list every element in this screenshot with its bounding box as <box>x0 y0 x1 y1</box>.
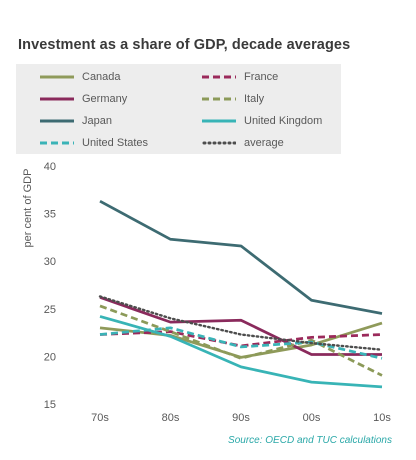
legend-swatch <box>40 138 74 148</box>
chart-title: Investment as a share of GDP, decade ave… <box>18 37 351 53</box>
legend-swatch <box>202 72 236 82</box>
series-line-germany <box>99 296 382 356</box>
legend-item-japan: Japan <box>40 110 112 132</box>
series-line-average <box>98 295 384 351</box>
legend-swatch <box>202 138 236 148</box>
y-tick-label: 35 <box>44 209 56 221</box>
legend-label: Japan <box>82 115 112 127</box>
legend-swatch <box>40 94 74 104</box>
legend-swatch <box>40 116 74 126</box>
x-tick-label: 90s <box>232 412 250 424</box>
chart-legend: Canada France Germany Italy Japan United… <box>16 64 341 154</box>
x-tick-label: 70s <box>91 412 109 424</box>
legend-swatch <box>202 116 236 126</box>
series-line-italy <box>99 304 383 377</box>
source-note: Source: OECD and TUC calculations <box>228 435 392 446</box>
legend-item-united-states: United States <box>40 132 148 154</box>
legend-label: United States <box>82 137 149 149</box>
series-line-united-states <box>99 326 383 360</box>
series-line-france <box>99 330 383 348</box>
legend-label: Canada <box>82 71 121 83</box>
legend-swatch <box>202 94 236 104</box>
legend-item-germany: Germany <box>40 88 127 110</box>
series-line-united-kingdom <box>99 315 383 389</box>
legend-swatch <box>40 72 74 82</box>
legend-label: Italy <box>244 93 265 105</box>
y-axis-label: per cent of GDP <box>22 169 34 248</box>
legend-label: average <box>244 137 284 149</box>
legend-label: France <box>244 71 279 83</box>
legend-label: Germany <box>82 93 128 105</box>
y-tick-label: 25 <box>44 304 56 316</box>
legend-item-united-kingdom: United Kingdom <box>202 110 322 132</box>
legend-item-average: average <box>202 132 284 154</box>
legend-item-canada: Canada <box>40 66 121 88</box>
y-tick-label: 20 <box>44 351 56 363</box>
x-tick-label: 80s <box>162 412 180 424</box>
series-line-japan <box>99 200 383 315</box>
y-tick-label: 40 <box>44 161 56 173</box>
legend-label: United Kingdom <box>244 115 323 127</box>
x-tick-label: 00s <box>303 412 321 424</box>
y-tick-label: 30 <box>44 256 56 268</box>
legend-item-italy: Italy <box>202 88 264 110</box>
y-tick-label: 15 <box>44 399 56 411</box>
legend-item-france: France <box>202 66 278 88</box>
x-tick-label: 10s <box>373 412 391 424</box>
